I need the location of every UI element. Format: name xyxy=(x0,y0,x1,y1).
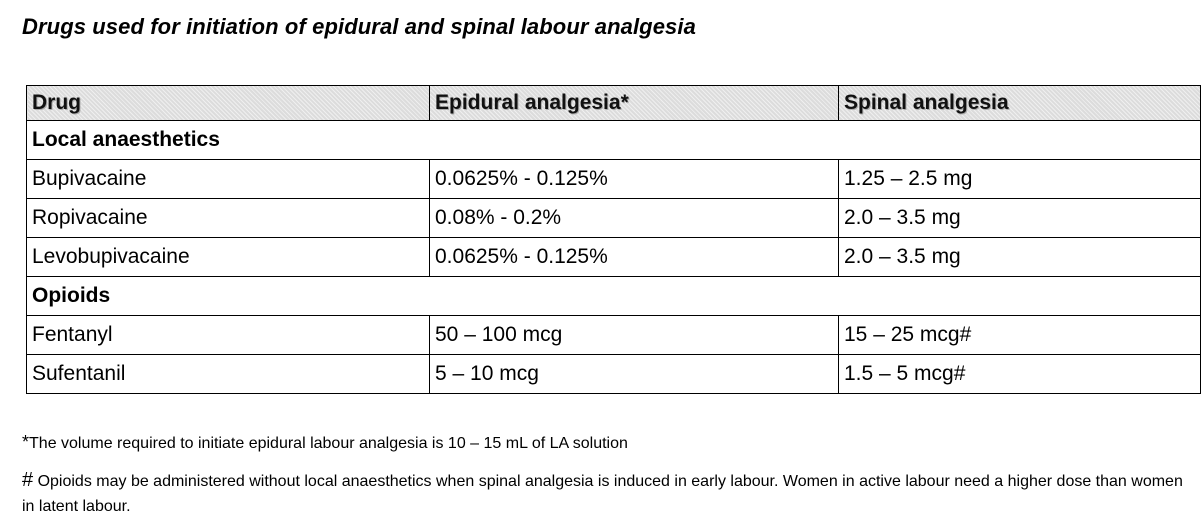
section-label: Local anaesthetics xyxy=(26,120,1201,160)
spinal-dose-cell: 1.25 – 2.5 mg xyxy=(838,159,1201,199)
drug-cell: Fentanyl xyxy=(26,315,430,355)
table-header-row: Drug Epidural analgesia* Spinal analgesi… xyxy=(26,85,1201,121)
drug-cell: Levobupivacaine xyxy=(26,237,430,277)
epidural-dose-cell: 0.08% - 0.2% xyxy=(429,198,839,238)
header-drug: Drug xyxy=(26,85,430,121)
epidural-dose-cell: 0.0625% - 0.125% xyxy=(429,159,839,199)
drug-cell: Sufentanil xyxy=(26,354,430,394)
table-row: Levobupivacaine 0.0625% - 0.125% 2.0 – 3… xyxy=(26,237,1201,277)
drug-cell: Ropivacaine xyxy=(26,198,430,238)
spinal-dose-cell: 2.0 – 3.5 mg xyxy=(838,237,1201,277)
section-label: Opioids xyxy=(26,276,1201,316)
footnote-asterisk: * xyxy=(22,432,30,452)
spinal-dose-cell: 2.0 – 3.5 mg xyxy=(838,198,1201,238)
section-row-local-anaesthetics: Local anaesthetics xyxy=(26,120,1201,160)
header-spinal: Spinal analgesia xyxy=(838,85,1201,121)
drug-cell: Bupivacaine xyxy=(26,159,430,199)
footnote-text: The volume required to initiate epidural… xyxy=(29,435,628,452)
footnote-hash: # xyxy=(22,469,34,491)
footnote-text: Opioids may be administered without loca… xyxy=(22,473,1183,515)
spinal-dose-cell: 1.5 – 5 mcg# xyxy=(838,354,1201,394)
epidural-dose-cell: 50 – 100 mcg xyxy=(429,315,839,355)
epidural-dose-cell: 0.0625% - 0.125% xyxy=(429,237,839,277)
header-epidural: Epidural analgesia* xyxy=(429,85,839,121)
epidural-dose-cell: 5 – 10 mcg xyxy=(429,354,839,394)
footnote-epidural-volume: *The volume required to initiate epidura… xyxy=(22,432,628,453)
spinal-dose-cell: 15 – 25 mcg# xyxy=(838,315,1201,355)
table-row: Sufentanil 5 – 10 mcg 1.5 – 5 mcg# xyxy=(26,354,1201,394)
footnote-opioids: # Opioids may be administered without lo… xyxy=(22,468,1192,519)
table-row: Ropivacaine 0.08% - 0.2% 2.0 – 3.5 mg xyxy=(26,198,1201,238)
page-title: Drugs used for initiation of epidural an… xyxy=(22,14,696,39)
section-row-opioids: Opioids xyxy=(26,276,1201,316)
table-row: Fentanyl 50 – 100 mcg 15 – 25 mcg# xyxy=(26,315,1201,355)
drug-table: Drug Epidural analgesia* Spinal analgesi… xyxy=(26,85,1201,394)
table-row: Bupivacaine 0.0625% - 0.125% 1.25 – 2.5 … xyxy=(26,159,1201,199)
